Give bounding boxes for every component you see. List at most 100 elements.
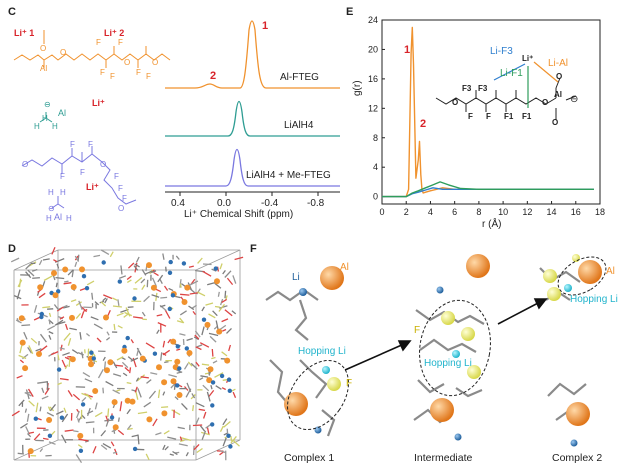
li-atom — [39, 314, 44, 320]
molecule-stick — [160, 296, 168, 299]
molecule-stick — [222, 270, 226, 275]
rdf-y-tick-label-4: 16 — [368, 74, 378, 84]
molecule-stick — [162, 391, 166, 396]
cyan-al-label: Al — [58, 108, 67, 118]
purple-f-atom-3: F — [60, 172, 65, 181]
molecule-stick — [113, 323, 116, 331]
molecule-stick — [159, 278, 163, 285]
molecule-stick — [63, 407, 67, 413]
molecule-stick — [84, 378, 93, 383]
molecule-stick — [196, 447, 203, 454]
molecule-stick — [192, 405, 195, 412]
molecule-stick — [30, 337, 38, 344]
molecule-stick — [11, 410, 20, 417]
peak-label-2: 2 — [210, 70, 217, 82]
panel-label-f: F — [250, 243, 257, 255]
rdf-y-tick-label-5: 20 — [368, 44, 378, 54]
molecule-stick — [79, 332, 82, 340]
molecule-stick — [21, 324, 31, 327]
li-atom — [91, 356, 97, 361]
molecule-stick — [218, 303, 226, 312]
molecule-stick — [188, 305, 195, 311]
molecule-stick — [117, 325, 123, 329]
molecule-stick — [28, 400, 35, 407]
inset-atom-f-2: F — [486, 112, 491, 121]
molecule-stick — [37, 417, 42, 421]
molecule-stick — [107, 408, 110, 418]
nmr-tick-label-4: -0.8 — [307, 198, 325, 209]
molecule-stick — [64, 323, 69, 331]
molecule-stick — [216, 266, 220, 272]
molecule-stick — [85, 332, 91, 337]
rdf-y-tick-label-6: 24 — [368, 15, 378, 25]
li-atom — [210, 422, 215, 427]
molecule-stick — [47, 325, 56, 331]
molecule-stick — [42, 306, 51, 309]
molecule-stick — [164, 309, 171, 319]
molecule-stick — [75, 410, 80, 419]
molecule-stick — [18, 399, 25, 407]
molecule-stick — [63, 332, 71, 341]
molecule-stick — [75, 312, 82, 320]
molecule-stick — [211, 268, 217, 272]
molecule-stick — [85, 421, 95, 424]
molecule-stick — [20, 422, 28, 429]
purple-minus-icon: ⊖ — [48, 204, 55, 213]
intermediate-f-sphere-1 — [441, 311, 455, 325]
li-atom — [152, 351, 158, 356]
molecule-stick — [173, 383, 176, 390]
molecule-stick — [211, 356, 216, 360]
molecule-stick — [144, 270, 153, 275]
molecule-stick — [224, 290, 227, 299]
molecule-stick — [106, 331, 110, 336]
molecule-stick — [164, 361, 169, 364]
molecule-stick — [39, 333, 47, 343]
molecule-stick — [126, 381, 132, 385]
purple-al-label: Al — [54, 212, 63, 222]
molecule-stick — [16, 375, 23, 379]
inset-atom-f3-1: F3 — [462, 84, 472, 93]
molecule-stick — [207, 389, 215, 398]
complex-1-hopping-li-sphere — [322, 366, 330, 374]
al-atom — [146, 262, 152, 269]
molecule-stick — [93, 323, 103, 330]
molecule-stick — [163, 430, 170, 435]
purple-f-atom-2: F — [88, 140, 93, 149]
molecule-stick — [199, 425, 206, 432]
molecule-stick — [136, 374, 146, 382]
molecule-stick — [198, 408, 206, 412]
molecule-stick — [209, 335, 217, 343]
molecule-stick — [105, 418, 110, 427]
molecule-stick — [135, 256, 140, 263]
molecule-stick — [197, 291, 206, 297]
molecule-stick — [219, 263, 223, 270]
li-1-label: Li⁺ 1 — [14, 28, 35, 38]
al-atom — [206, 377, 213, 384]
molecule-stick — [48, 319, 51, 325]
molecule-stick — [201, 430, 207, 440]
al-atom — [104, 367, 110, 374]
molecule-stick — [59, 347, 65, 350]
al-atom — [224, 357, 231, 364]
rdf-plot-frame — [381, 19, 601, 205]
inset-li-al-label: Li-Al — [548, 58, 569, 69]
molecule-stick — [191, 304, 197, 309]
orange-f-atom-3: F — [100, 68, 105, 77]
molecule-stick — [193, 336, 200, 341]
molecule-stick — [38, 345, 48, 353]
molecule-stick — [189, 280, 199, 286]
molecule-stick — [77, 444, 83, 449]
molecule-stick — [86, 393, 92, 400]
al-atom — [79, 266, 85, 273]
molecule-stick — [119, 401, 123, 412]
li-atom — [213, 266, 218, 271]
cyan-h-atom-2: H — [34, 122, 40, 131]
al-atom — [27, 448, 34, 455]
molecule-stick — [163, 285, 169, 291]
molecule-stick — [148, 390, 157, 399]
al-atom — [156, 364, 162, 371]
li-atom — [227, 388, 232, 393]
cyan-structure-bonds — [39, 112, 53, 123]
li-atom — [226, 433, 231, 438]
